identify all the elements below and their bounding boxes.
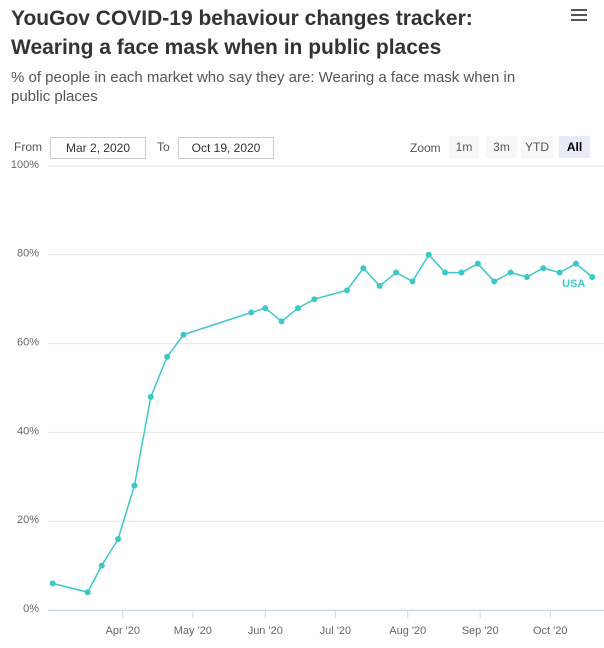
data-point [147, 393, 154, 400]
data-point [98, 562, 105, 569]
x-tick-label: Sep '20 [462, 625, 499, 637]
y-tick-label: 40% [17, 425, 39, 437]
zoom-label: Zoom [410, 141, 441, 155]
x-tick-label: Oct '20 [533, 625, 568, 637]
data-point [393, 269, 400, 276]
data-point [84, 589, 91, 596]
data-point [589, 274, 596, 280]
to-label: To [157, 140, 170, 154]
data-point [49, 580, 56, 587]
series-label: USA [562, 278, 585, 290]
data-point [442, 269, 449, 276]
data-point [180, 331, 187, 338]
y-tick-label: 20% [17, 514, 39, 526]
data-point [278, 318, 285, 325]
data-point [458, 269, 465, 276]
data-point [572, 260, 579, 267]
chart-title: YouGov COVID-19 behaviour changes tracke… [11, 7, 473, 59]
data-point [311, 296, 318, 303]
data-point [294, 305, 301, 312]
data-point [131, 482, 138, 489]
x-tick-label: Jul '20 [320, 625, 351, 637]
y-tick-label: 60% [17, 337, 39, 349]
zoom-button[interactable]: All [559, 136, 590, 158]
data-point [409, 278, 416, 285]
data-point [164, 353, 171, 360]
data-point [376, 282, 383, 289]
x-tick-label: Jun '20 [248, 625, 283, 637]
data-point [507, 269, 514, 276]
to-input[interactable]: Oct 19, 2020 [178, 137, 274, 159]
data-point [344, 287, 351, 294]
data-point [248, 309, 255, 316]
menu-button[interactable] [571, 9, 587, 23]
y-tick-label: 0% [23, 603, 39, 615]
x-tick-label: Apr '20 [105, 625, 140, 637]
series-line [52, 253, 593, 594]
data-point [425, 251, 432, 258]
y-tick-label: 100% [11, 159, 39, 171]
from-input[interactable]: Mar 2, 2020 [50, 137, 146, 159]
data-point [474, 260, 481, 267]
data-point [115, 535, 122, 542]
x-tick-label: Aug '20 [389, 625, 426, 637]
zoom-button[interactable]: 1m [449, 136, 479, 158]
data-point [491, 278, 498, 285]
data-point [262, 305, 269, 312]
data-point [540, 265, 547, 272]
data-point [523, 274, 530, 280]
data-point [360, 265, 367, 272]
zoom-button[interactable]: YTD [521, 136, 553, 158]
zoom-button[interactable]: 3m [486, 136, 517, 158]
from-label: From [14, 140, 42, 154]
data-point [556, 269, 563, 276]
x-tick-label: May '20 [174, 625, 212, 637]
y-tick-label: 80% [17, 248, 39, 260]
chart-subtitle: % of people in each market who say they … [11, 69, 516, 105]
